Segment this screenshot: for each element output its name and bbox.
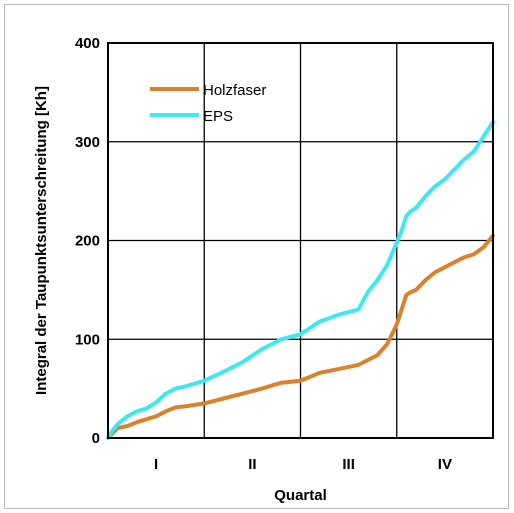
series-line-holzfaser <box>106 233 495 440</box>
x-category-label: IV <box>438 456 452 473</box>
y-tick-label: 300 <box>75 134 100 151</box>
x-category-label: I <box>154 456 158 473</box>
y-tick-label: 400 <box>75 35 100 52</box>
legend-label: Holzfaser <box>203 82 266 99</box>
legend-label: EPS <box>203 108 233 125</box>
y-tick-label: 200 <box>75 233 100 250</box>
series-line-eps <box>106 120 495 440</box>
x-category-label: III <box>342 456 355 473</box>
y-tick-label: 0 <box>92 430 100 447</box>
y-axis-label: Integral der Taupunktsunterschreitung [K… <box>33 86 50 395</box>
x-axis-label: Quartal <box>274 487 327 504</box>
y-tick-label: 100 <box>75 331 100 348</box>
legend: Holzfaser EPS <box>150 82 266 125</box>
series-layer <box>106 120 495 440</box>
x-category-label: II <box>248 456 256 473</box>
plot-border <box>107 42 494 439</box>
chart-frame <box>4 4 509 509</box>
